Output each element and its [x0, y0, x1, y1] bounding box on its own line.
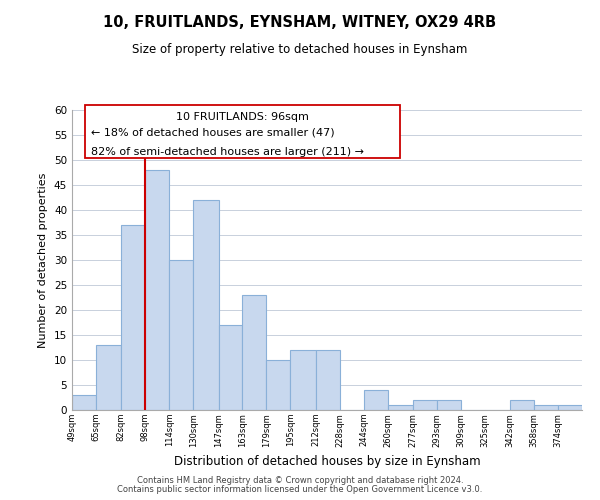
Text: 82% of semi-detached houses are larger (211) →: 82% of semi-detached houses are larger (…	[91, 147, 364, 157]
Bar	[218, 325, 242, 410]
X-axis label: Distribution of detached houses by size in Eynsham: Distribution of detached houses by size …	[173, 455, 481, 468]
Bar	[510, 400, 534, 410]
Bar	[121, 225, 145, 410]
Text: 10, FRUITLANDS, EYNSHAM, WITNEY, OX29 4RB: 10, FRUITLANDS, EYNSHAM, WITNEY, OX29 4R…	[103, 15, 497, 30]
Bar	[558, 405, 582, 410]
Bar	[96, 345, 121, 410]
Text: ← 18% of detached houses are smaller (47): ← 18% of detached houses are smaller (47…	[91, 128, 334, 138]
Bar	[290, 350, 316, 410]
Bar	[145, 170, 169, 410]
Bar	[169, 260, 193, 410]
Bar	[266, 360, 290, 410]
Bar	[242, 295, 266, 410]
Text: Contains public sector information licensed under the Open Government Licence v3: Contains public sector information licen…	[118, 485, 482, 494]
Bar	[534, 405, 558, 410]
Bar	[437, 400, 461, 410]
Bar	[72, 395, 96, 410]
Bar	[364, 390, 388, 410]
FancyBboxPatch shape	[85, 105, 400, 158]
Y-axis label: Number of detached properties: Number of detached properties	[38, 172, 49, 348]
Text: Contains HM Land Registry data © Crown copyright and database right 2024.: Contains HM Land Registry data © Crown c…	[137, 476, 463, 485]
Text: 10 FRUITLANDS: 96sqm: 10 FRUITLANDS: 96sqm	[176, 112, 309, 122]
Bar	[193, 200, 218, 410]
Bar	[388, 405, 413, 410]
Bar	[316, 350, 340, 410]
Bar	[413, 400, 437, 410]
Text: Size of property relative to detached houses in Eynsham: Size of property relative to detached ho…	[133, 42, 467, 56]
